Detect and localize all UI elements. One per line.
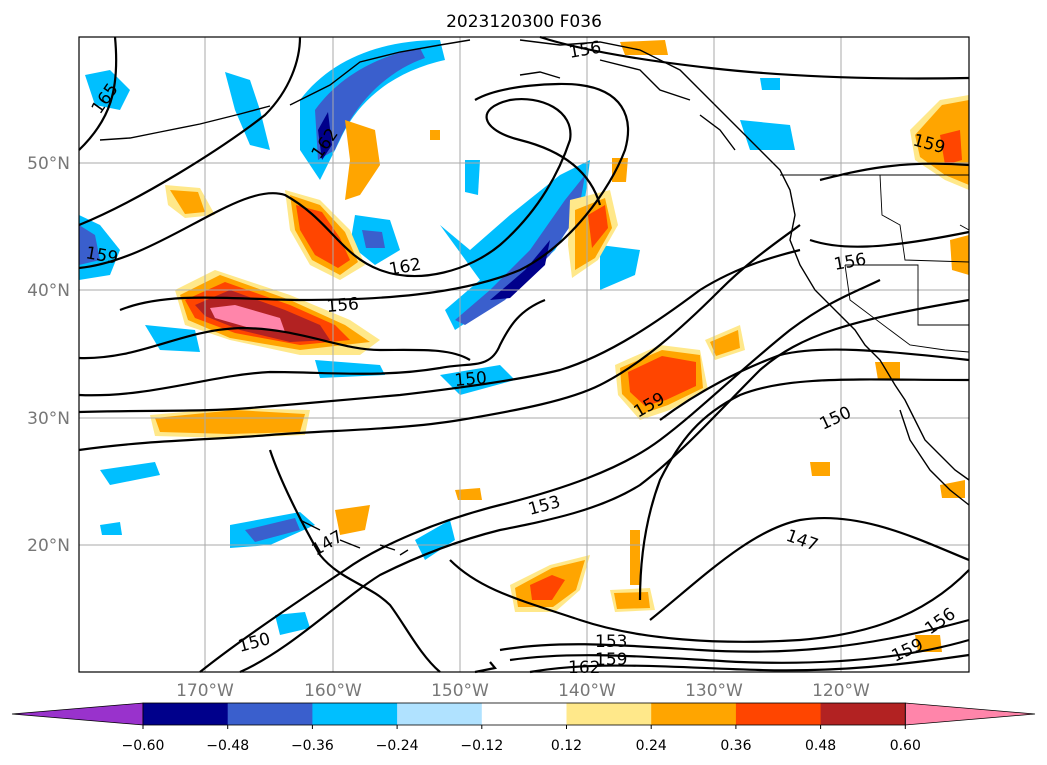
colorbar-label: −0.48 xyxy=(206,738,249,754)
height-contours xyxy=(78,35,970,674)
colorbar-segment xyxy=(397,703,483,725)
colorbar-segment xyxy=(481,703,567,725)
lat-label: 40°N xyxy=(27,281,70,301)
lon-label: 120°W xyxy=(812,681,870,701)
contour-label: 156 xyxy=(326,294,360,317)
colorbar-label: 0.24 xyxy=(636,738,667,754)
coastlines xyxy=(99,39,970,556)
colorbar-extend-low xyxy=(11,702,144,726)
longitude-labels: 170°W 160°W 150°W 140°W 130°W 120°W xyxy=(176,681,870,701)
lon-label: 140°W xyxy=(558,681,616,701)
colorbar-label: −0.24 xyxy=(376,738,419,754)
colorbar-label: −0.36 xyxy=(291,738,334,754)
colorbar-label: −0.60 xyxy=(122,738,165,754)
colorbar-outline xyxy=(142,702,906,726)
latitude-labels: 50°N 40°N 30°N 20°N xyxy=(27,154,70,556)
colorbar-segment xyxy=(651,703,737,725)
colorbar: −0.60 −0.48 −0.36 −0.24 −0.12 0.12 0.24 0.36 0.4… xyxy=(11,702,1036,754)
contour-label: 153 xyxy=(595,632,627,652)
lon-label: 150°W xyxy=(431,681,489,701)
contour-label: 162 xyxy=(568,658,600,678)
lon-label: 160°W xyxy=(304,681,362,701)
colorbar-label: −0.12 xyxy=(460,738,503,754)
colorbar-segment xyxy=(312,703,398,725)
colorbar-label: 0.48 xyxy=(805,738,836,754)
map-panel: 165 162 159 156 162 156 150 159 156 150 … xyxy=(78,35,970,678)
colorbar-segment xyxy=(820,703,906,725)
contour-label: 159 xyxy=(595,650,627,670)
colorbar-label: 0.60 xyxy=(890,738,921,754)
figure-title: 2023120300 F036 xyxy=(446,12,602,32)
colorbar-segment xyxy=(227,703,313,725)
colorbar-segment xyxy=(566,703,652,725)
graticule xyxy=(79,37,969,672)
contour-labels: 165 162 159 156 162 156 150 159 156 150 … xyxy=(84,38,959,678)
lat-label: 30°N xyxy=(27,409,70,429)
lat-label: 50°N xyxy=(27,154,70,174)
lat-label: 20°N xyxy=(27,536,70,556)
contour-label: 150 xyxy=(454,368,488,391)
colorbar-extend-high xyxy=(904,702,1036,726)
colorbar-segment xyxy=(735,703,822,725)
lon-label: 130°W xyxy=(685,681,743,701)
colorbar-segment xyxy=(143,703,229,725)
colorbar-label: 0.36 xyxy=(720,738,751,754)
lon-label: 170°W xyxy=(176,681,234,701)
shaded-field xyxy=(79,40,969,652)
colorbar-label: 0.12 xyxy=(551,738,582,754)
